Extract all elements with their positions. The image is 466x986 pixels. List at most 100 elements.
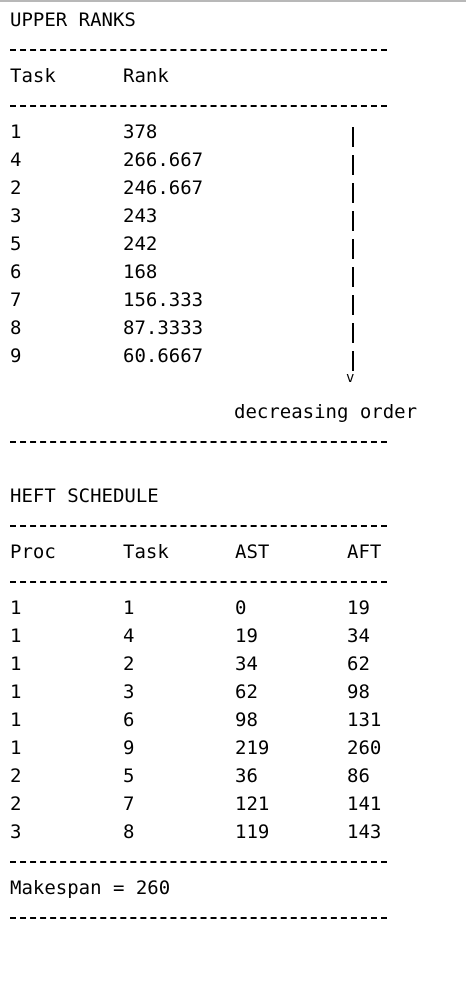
rank-row-rank: 168 [123,261,158,283]
arrow-shaft [352,295,354,315]
header-rank: Rank [123,65,169,87]
blank-line [10,454,460,482]
divider [10,510,460,538]
window-top-border [0,0,466,2]
rank-row-rank: 243 [123,205,158,227]
schedule-proc: 1 [10,597,22,619]
schedule-task: 2 [123,653,135,675]
schedule-row: 1 2 34 62 [10,650,460,678]
divider [10,34,460,62]
arrow-shaft [352,155,354,175]
rank-row-task: 2 [10,177,22,199]
schedule-row: 3 8 119 143 [10,818,460,846]
schedule-ast: 121 [235,793,270,815]
rank-row: 2 246.667 [10,174,460,203]
schedule-task: 3 [123,681,135,703]
rank-row-task: 4 [10,149,22,171]
rank-row: 5 242 [10,230,460,259]
arrow-shaft [352,239,354,259]
rank-row: 9 60.6667 [10,342,460,371]
rank-row-rank: 60.6667 [123,345,204,367]
heft-header-row: Proc Task AST AFT [10,538,460,566]
rank-row-rank: 242 [123,233,158,255]
rank-row-task: 3 [10,205,22,227]
schedule-row: 1 3 62 98 [10,678,460,706]
arrow-shaft [352,351,354,371]
rank-row-rank: 246.667 [123,177,204,199]
schedule-task: 8 [123,821,135,843]
schedule-aft: 260 [347,737,382,759]
schedule-ast: 19 [235,625,258,647]
schedule-proc: 2 [10,765,22,787]
divider [10,846,460,874]
divider [10,902,460,930]
schedule-task: 7 [123,793,135,815]
schedule-aft: 19 [347,597,370,619]
schedule-proc: 1 [10,709,22,731]
schedule-aft: 98 [347,681,370,703]
header-ast: AST [235,541,270,563]
schedule-proc: 2 [10,793,22,815]
schedule-task: 6 [123,709,135,731]
rank-row-rank: 378 [123,121,158,143]
makespan-line: Makespan = 260 [10,877,171,899]
schedule-aft: 86 [347,765,370,787]
decreasing-order-label: decreasing order [234,401,418,423]
rank-row: 4 266.667 [10,146,460,175]
schedule-proc: 3 [10,821,22,843]
schedule-row: 1 9 219 260 [10,734,460,762]
upper-ranks-header-row: Task Rank [10,62,460,90]
header-task: Task [10,65,56,87]
schedule-proc: 1 [10,681,22,703]
rank-row: 1 378 [10,118,460,147]
rank-row-task: 7 [10,289,22,311]
rank-row: 8 87.3333 [10,314,460,343]
schedule-row: 1 6 98 131 [10,706,460,734]
schedule-proc: 1 [10,653,22,675]
schedule-task: 5 [123,765,135,787]
schedule-task: 4 [123,625,135,647]
rank-row: 7 156.333 [10,286,460,315]
schedule-aft: 141 [347,793,382,815]
arrow-shaft [352,323,354,343]
schedule-ast: 62 [235,681,258,703]
schedule-aft: 34 [347,625,370,647]
schedule-proc: 1 [10,737,22,759]
rank-row-rank: 156.333 [123,289,204,311]
arrow-shaft [352,183,354,203]
schedule-task: 9 [123,737,135,759]
header-aft: AFT [347,541,382,563]
rank-row-task: 1 [10,121,22,143]
heft-schedule-title: HEFT SCHEDULE [10,485,159,507]
arrow-shaft [352,267,354,287]
order-note-row: decreasing order [10,398,460,426]
schedule-row: 2 7 121 141 [10,790,460,818]
rank-row: 6 168 [10,258,460,287]
schedule-ast: 0 [235,597,247,619]
header-task: Task [123,541,169,563]
schedule-row: 1 4 19 34 [10,622,460,650]
schedule-proc: 1 [10,625,22,647]
schedule-row: 1 1 0 19 [10,594,460,622]
schedule-aft: 143 [347,821,382,843]
terminal-output: UPPER RANKS Task Rank 1 378 4 266.667 2 … [10,6,460,930]
arrow-down-icon: v [346,370,355,386]
schedule-row: 2 5 36 86 [10,762,460,790]
schedule-ast: 98 [235,709,258,731]
rank-row: 3 243 [10,202,460,231]
schedule-ast: 34 [235,653,258,675]
rank-row-task: 8 [10,317,22,339]
divider [10,566,460,594]
schedule-task: 1 [123,597,135,619]
rank-row-task: 6 [10,261,22,283]
arrow-head-row: v [10,370,460,398]
rank-row-task: 9 [10,345,22,367]
schedule-ast: 119 [235,821,270,843]
header-proc: Proc [10,541,56,563]
rank-row-rank: 87.3333 [123,317,204,339]
divider [10,426,460,454]
upper-ranks-title: UPPER RANKS [10,9,136,31]
schedule-ast: 36 [235,765,258,787]
rank-row-rank: 266.667 [123,149,204,171]
divider [10,90,460,118]
